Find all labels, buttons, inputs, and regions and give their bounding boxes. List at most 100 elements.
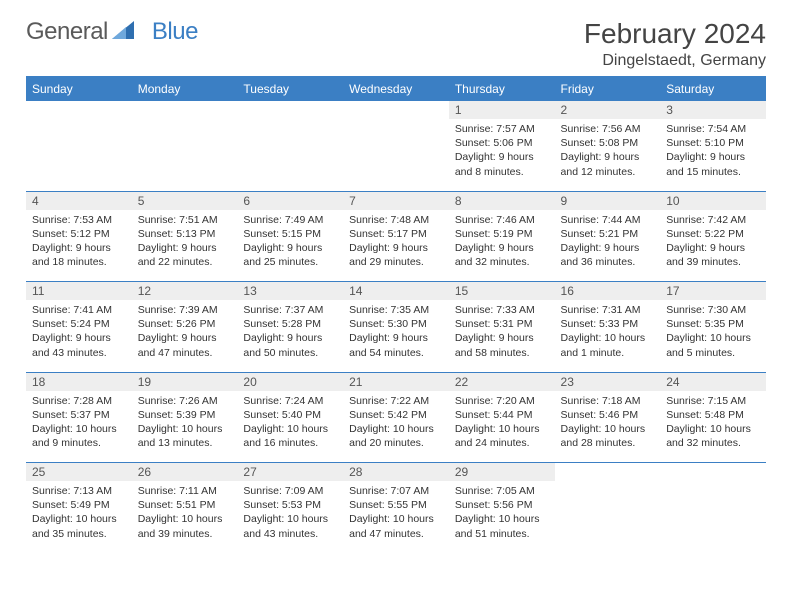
daylight-text: Daylight: 10 hours: [666, 331, 760, 345]
daylight-text: Daylight: 9 hours: [32, 241, 126, 255]
sunset-text: Sunset: 5:22 PM: [666, 227, 760, 241]
day-header: Thursday: [449, 77, 555, 101]
daylight-text: and 43 minutes.: [32, 346, 126, 360]
daylight-text: and 35 minutes.: [32, 527, 126, 541]
daylight-text: and 13 minutes.: [138, 436, 232, 450]
detail-row: Sunrise: 7:53 AMSunset: 5:12 PMDaylight:…: [26, 210, 766, 282]
daylight-text: Daylight: 9 hours: [455, 331, 549, 345]
sunrise-text: Sunrise: 7:51 AM: [138, 213, 232, 227]
sunset-text: Sunset: 5:28 PM: [243, 317, 337, 331]
daylight-text: Daylight: 10 hours: [561, 331, 655, 345]
daylight-text: and 50 minutes.: [243, 346, 337, 360]
day-number: 12: [132, 282, 238, 301]
sunrise-text: Sunrise: 7:26 AM: [138, 394, 232, 408]
sunrise-text: Sunrise: 7:13 AM: [32, 484, 126, 498]
daylight-text: Daylight: 10 hours: [455, 512, 549, 526]
day-cell: Sunrise: 7:24 AMSunset: 5:40 PMDaylight:…: [237, 391, 343, 463]
sunset-text: Sunset: 5:44 PM: [455, 408, 549, 422]
day-cell: Sunrise: 7:30 AMSunset: 5:35 PMDaylight:…: [660, 300, 766, 372]
day-number: 10: [660, 191, 766, 210]
daylight-text: and 9 minutes.: [32, 436, 126, 450]
day-cell: Sunrise: 7:05 AMSunset: 5:56 PMDaylight:…: [449, 481, 555, 553]
daylight-text: Daylight: 10 hours: [561, 422, 655, 436]
sunrise-text: Sunrise: 7:24 AM: [243, 394, 337, 408]
day-number: 8: [449, 191, 555, 210]
day-cell: [555, 481, 661, 553]
day-number: 24: [660, 372, 766, 391]
sunset-text: Sunset: 5:48 PM: [666, 408, 760, 422]
sunrise-text: Sunrise: 7:54 AM: [666, 122, 760, 136]
day-cell: Sunrise: 7:13 AMSunset: 5:49 PMDaylight:…: [26, 481, 132, 553]
sunrise-text: Sunrise: 7:49 AM: [243, 213, 337, 227]
day-number: 4: [26, 191, 132, 210]
sunrise-text: Sunrise: 7:42 AM: [666, 213, 760, 227]
day-cell: Sunrise: 7:42 AMSunset: 5:22 PMDaylight:…: [660, 210, 766, 282]
logo-text-blue: Blue: [152, 18, 198, 46]
day-number: 5: [132, 191, 238, 210]
sunset-text: Sunset: 5:55 PM: [349, 498, 443, 512]
daylight-text: and 1 minute.: [561, 346, 655, 360]
daylight-text: and 47 minutes.: [138, 346, 232, 360]
sunset-text: Sunset: 5:17 PM: [349, 227, 443, 241]
daylight-text: and 15 minutes.: [666, 165, 760, 179]
day-number: 23: [555, 372, 661, 391]
daylight-text: and 39 minutes.: [666, 255, 760, 269]
sunrise-text: Sunrise: 7:18 AM: [561, 394, 655, 408]
day-number: [132, 101, 238, 120]
day-cell: Sunrise: 7:33 AMSunset: 5:31 PMDaylight:…: [449, 300, 555, 372]
daylight-text: and 28 minutes.: [561, 436, 655, 450]
sunrise-text: Sunrise: 7:09 AM: [243, 484, 337, 498]
daylight-text: and 47 minutes.: [349, 527, 443, 541]
header: General Blue February 2024 Dingelstaedt,…: [26, 18, 766, 70]
sunrise-text: Sunrise: 7:39 AM: [138, 303, 232, 317]
logo: General Blue: [26, 18, 198, 46]
sunrise-text: Sunrise: 7:44 AM: [561, 213, 655, 227]
day-number: 1: [449, 101, 555, 120]
daynum-row: 2526272829: [26, 463, 766, 482]
daylight-text: Daylight: 9 hours: [455, 150, 549, 164]
day-cell: Sunrise: 7:11 AMSunset: 5:51 PMDaylight:…: [132, 481, 238, 553]
sunset-text: Sunset: 5:30 PM: [349, 317, 443, 331]
day-number: [343, 101, 449, 120]
day-number: 17: [660, 282, 766, 301]
day-number: 27: [237, 463, 343, 482]
day-cell: Sunrise: 7:22 AMSunset: 5:42 PMDaylight:…: [343, 391, 449, 463]
sunrise-text: Sunrise: 7:20 AM: [455, 394, 549, 408]
day-number: 28: [343, 463, 449, 482]
daylight-text: and 36 minutes.: [561, 255, 655, 269]
day-number: 18: [26, 372, 132, 391]
sunset-text: Sunset: 5:46 PM: [561, 408, 655, 422]
sunset-text: Sunset: 5:21 PM: [561, 227, 655, 241]
sunset-text: Sunset: 5:35 PM: [666, 317, 760, 331]
day-cell: Sunrise: 7:26 AMSunset: 5:39 PMDaylight:…: [132, 391, 238, 463]
daynum-row: 18192021222324: [26, 372, 766, 391]
daylight-text: and 22 minutes.: [138, 255, 232, 269]
day-number: 21: [343, 372, 449, 391]
logo-text-gray: General: [26, 18, 108, 46]
daylight-text: Daylight: 9 hours: [138, 331, 232, 345]
sunrise-text: Sunrise: 7:48 AM: [349, 213, 443, 227]
sunrise-text: Sunrise: 7:22 AM: [349, 394, 443, 408]
daylight-text: Daylight: 10 hours: [138, 422, 232, 436]
daylight-text: and 12 minutes.: [561, 165, 655, 179]
sunrise-text: Sunrise: 7:57 AM: [455, 122, 549, 136]
sunrise-text: Sunrise: 7:05 AM: [455, 484, 549, 498]
sunset-text: Sunset: 5:08 PM: [561, 136, 655, 150]
sunset-text: Sunset: 5:13 PM: [138, 227, 232, 241]
daylight-text: Daylight: 9 hours: [561, 150, 655, 164]
day-number: 9: [555, 191, 661, 210]
sunrise-text: Sunrise: 7:33 AM: [455, 303, 549, 317]
day-number: 26: [132, 463, 238, 482]
day-cell: Sunrise: 7:53 AMSunset: 5:12 PMDaylight:…: [26, 210, 132, 282]
day-cell: Sunrise: 7:51 AMSunset: 5:13 PMDaylight:…: [132, 210, 238, 282]
sunset-text: Sunset: 5:06 PM: [455, 136, 549, 150]
daylight-text: and 29 minutes.: [349, 255, 443, 269]
day-cell: [237, 119, 343, 191]
daylight-text: Daylight: 10 hours: [666, 422, 760, 436]
daylight-text: and 24 minutes.: [455, 436, 549, 450]
day-cell: Sunrise: 7:09 AMSunset: 5:53 PMDaylight:…: [237, 481, 343, 553]
day-number: 19: [132, 372, 238, 391]
day-number: 11: [26, 282, 132, 301]
sunset-text: Sunset: 5:49 PM: [32, 498, 126, 512]
sunset-text: Sunset: 5:40 PM: [243, 408, 337, 422]
